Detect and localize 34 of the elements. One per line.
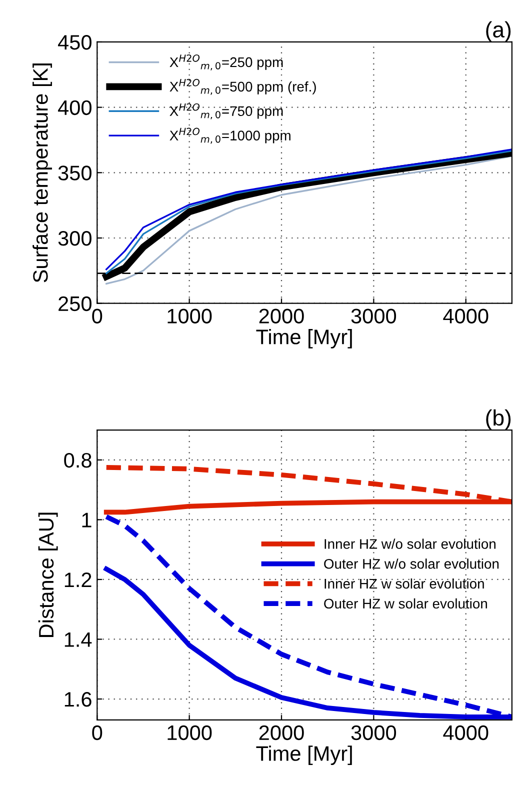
y-tick-label: 1.6	[64, 692, 92, 707]
x-tick-label: 1000	[168, 725, 212, 740]
legend-label: X$^{H2O}$$_{m,0}$=250 ppm	[170, 54, 283, 70]
legend-label: Outer HZ w solar evolution	[324, 598, 487, 609]
y-tick-label: 0.8	[64, 452, 92, 468]
y-tick-label: 1.4	[64, 632, 92, 647]
x-tick-label: 3000	[351, 725, 396, 740]
legend-label: X$^{H2O}$$_{m,0}$=500 ppm (ref.)	[170, 78, 316, 95]
legend-label: Inner HZ w solar evolution	[324, 578, 484, 589]
y-tick-label: 400	[58, 100, 92, 116]
x-tick-label: 0	[92, 308, 102, 324]
y-axis-title: Distance [AU]	[38, 512, 58, 637]
legend-label: X$^{H2O}$$_{m,0}$=750 ppm	[170, 103, 283, 120]
y-axis-title: Surface temperature [K]	[32, 64, 52, 282]
legend-label: X$^{H2O}$$_{m,0}$=1000 ppm	[170, 128, 290, 144]
chart-title: (a)	[486, 21, 511, 42]
x-tick-label: 2000	[259, 725, 304, 740]
x-tick-label: 4000	[443, 725, 488, 740]
x-axis-title: Time [Myr]	[256, 329, 352, 348]
legend-label: Inner HZ w/o solar evolution	[324, 538, 496, 549]
y-tick-label: 300	[58, 230, 92, 246]
y-tick-label: 350	[58, 166, 92, 180]
x-axis-title: Time [Myr]	[256, 746, 352, 766]
x-tick-label: 2000	[259, 308, 304, 324]
x-tick-label: 1000	[168, 308, 212, 324]
y-tick-label: 450	[58, 34, 92, 50]
y-tick-label: 1	[82, 512, 92, 528]
chart-title: (b)	[486, 409, 511, 430]
x-tick-label: 4000	[443, 308, 488, 324]
x-tick-label: 3000	[351, 308, 396, 324]
y-tick-label: 250	[58, 296, 92, 312]
legend-label: Outer HZ w/o solar evolution	[324, 558, 499, 569]
y-tick-label: 1.2	[64, 572, 92, 588]
x-tick-label: 0	[92, 725, 102, 740]
